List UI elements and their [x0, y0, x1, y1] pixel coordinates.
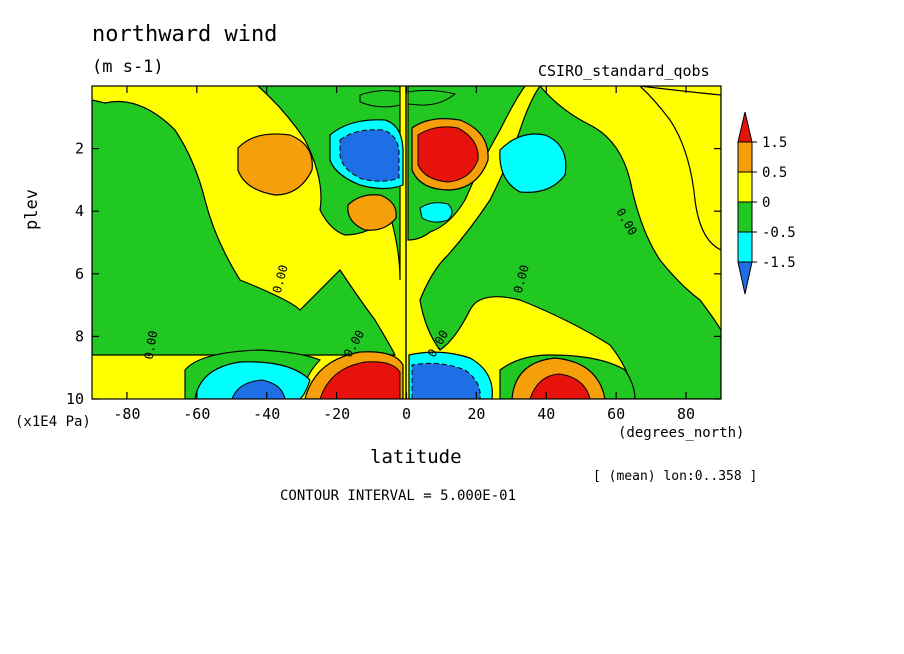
neg-region-top-small [359, 90, 401, 108]
colorbar: 1.5 0.5 0 -0.5 -1.5 [737, 111, 796, 295]
pos-blob-mid [347, 194, 397, 231]
y-tick-label: 4 [75, 202, 84, 220]
x-tick-label: 60 [607, 405, 625, 423]
y-tick-label: 2 [75, 140, 84, 158]
neg-blob-mid [419, 202, 453, 223]
footnote: [ (mean) lon:0..358 ] [593, 469, 758, 484]
x-axis-units: (degrees_north) [618, 425, 745, 441]
neg-region-left [92, 99, 396, 356]
colorbar-label: 1.5 [762, 135, 787, 151]
colorbar-swatch [737, 171, 753, 203]
x-axis: -80 -60 -40 -20 0 20 40 60 80 [113, 86, 695, 423]
y-tick-label: 6 [75, 265, 84, 283]
model-label: CSIRO_standard_qobs [538, 62, 710, 80]
neg-core-upper-inner [339, 129, 400, 182]
x-tick-label: -80 [113, 405, 140, 423]
y-axis-label: plev [22, 189, 42, 230]
pos-core-upper-inner [417, 126, 479, 183]
neg-core-bottom-right-inner [411, 362, 481, 399]
colorbar-top-arrow [737, 111, 753, 143]
y-tick-label: 10 [66, 390, 84, 408]
colorbar-swatch [737, 231, 753, 263]
x-tick-label: -60 [183, 405, 210, 423]
x-tick-label: 20 [467, 405, 485, 423]
x-tick-label: -20 [323, 405, 350, 423]
x-axis-label: latitude [370, 446, 462, 468]
neg-core-bottom-left-inner [231, 379, 286, 399]
colorbar-label: 0.5 [762, 165, 787, 181]
x-tick-label: 40 [537, 405, 555, 423]
pos-region-upper-right [639, 86, 721, 251]
colorbar-bottom-arrow [737, 261, 753, 295]
colorbar-label: 0 [762, 195, 770, 211]
colorbar-label: -0.5 [762, 225, 796, 241]
neg-blob-upper-right [499, 133, 567, 193]
chart-units: (m s-1) [92, 57, 164, 77]
neg-region-right [419, 86, 721, 399]
contour-label: 0.00 [142, 330, 161, 361]
y-axis: 2 4 6 8 10 [66, 140, 721, 408]
pos-blob-upper-left [237, 133, 313, 196]
y-axis-units: (x1E4 Pa) [15, 414, 91, 430]
chart-title: northward wind [92, 22, 278, 47]
neg-region-top-small-2 [407, 89, 457, 106]
colorbar-swatch [737, 141, 753, 173]
contour-fill [92, 86, 721, 399]
colorbar-label: -1.5 [762, 255, 796, 271]
pos-core-bottom-left-inner [319, 361, 401, 399]
pos-core-bottom-right-inner [529, 373, 591, 399]
contour-interval: CONTOUR INTERVAL = 5.000E-01 [280, 488, 517, 504]
x-tick-label: 80 [677, 405, 695, 423]
y-tick-label: 8 [75, 327, 84, 345]
colorbar-swatch [737, 201, 753, 233]
x-tick-label: -40 [253, 405, 280, 423]
x-tick-label: 0 [402, 405, 411, 423]
